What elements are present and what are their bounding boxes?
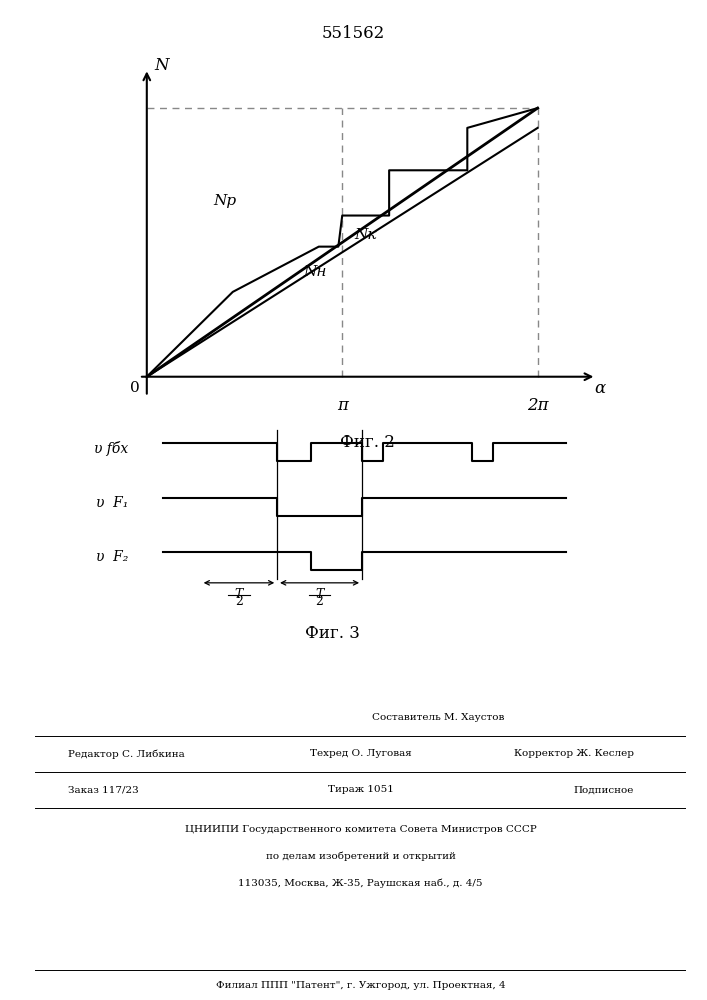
Text: Nн: Nн xyxy=(303,265,327,279)
Text: Nр: Nр xyxy=(214,194,236,208)
Text: Подписное: Подписное xyxy=(573,786,633,794)
Text: Nк: Nк xyxy=(354,228,376,242)
Text: Редактор С. Либкина: Редактор С. Либкина xyxy=(68,749,185,759)
Text: Техред О. Луговая: Техред О. Луговая xyxy=(310,750,411,759)
Text: Тираж 1051: Тираж 1051 xyxy=(327,786,394,794)
Text: N: N xyxy=(155,57,169,74)
Text: Фиг. 3: Фиг. 3 xyxy=(305,625,360,642)
Text: 2π: 2π xyxy=(527,397,549,414)
Text: α: α xyxy=(595,380,606,397)
Text: 113035, Москва, Ж-35, Раушская наб., д. 4/5: 113035, Москва, Ж-35, Раушская наб., д. … xyxy=(238,878,483,888)
Text: ЦНИИПИ Государственного комитета Совета Министров СССР: ЦНИИПИ Государственного комитета Совета … xyxy=(185,824,537,834)
Text: Заказ 117/23: Заказ 117/23 xyxy=(68,786,139,794)
Text: T: T xyxy=(235,588,243,601)
Text: по делам изобретений и открытий: по делам изобретений и открытий xyxy=(266,851,455,861)
Text: Корректор Ж. Кеслер: Корректор Ж. Кеслер xyxy=(514,750,633,759)
Text: 2: 2 xyxy=(235,595,243,608)
Text: υ  F₁: υ F₁ xyxy=(96,496,129,510)
Text: Составитель М. Хаустов: Составитель М. Хаустов xyxy=(373,714,505,722)
Text: 0: 0 xyxy=(130,381,140,395)
Text: Филиал ППП "Патент", г. Ужгород, ул. Проектная, 4: Филиал ППП "Патент", г. Ужгород, ул. Про… xyxy=(216,980,506,990)
Text: T: T xyxy=(315,588,324,601)
Text: 551562: 551562 xyxy=(322,24,385,41)
Text: π: π xyxy=(337,397,348,414)
Text: Фиг. 2: Фиг. 2 xyxy=(340,434,395,451)
Text: 2: 2 xyxy=(315,595,324,608)
Text: υ  F₂: υ F₂ xyxy=(96,550,129,564)
Text: υ fбx: υ fбx xyxy=(95,441,129,456)
